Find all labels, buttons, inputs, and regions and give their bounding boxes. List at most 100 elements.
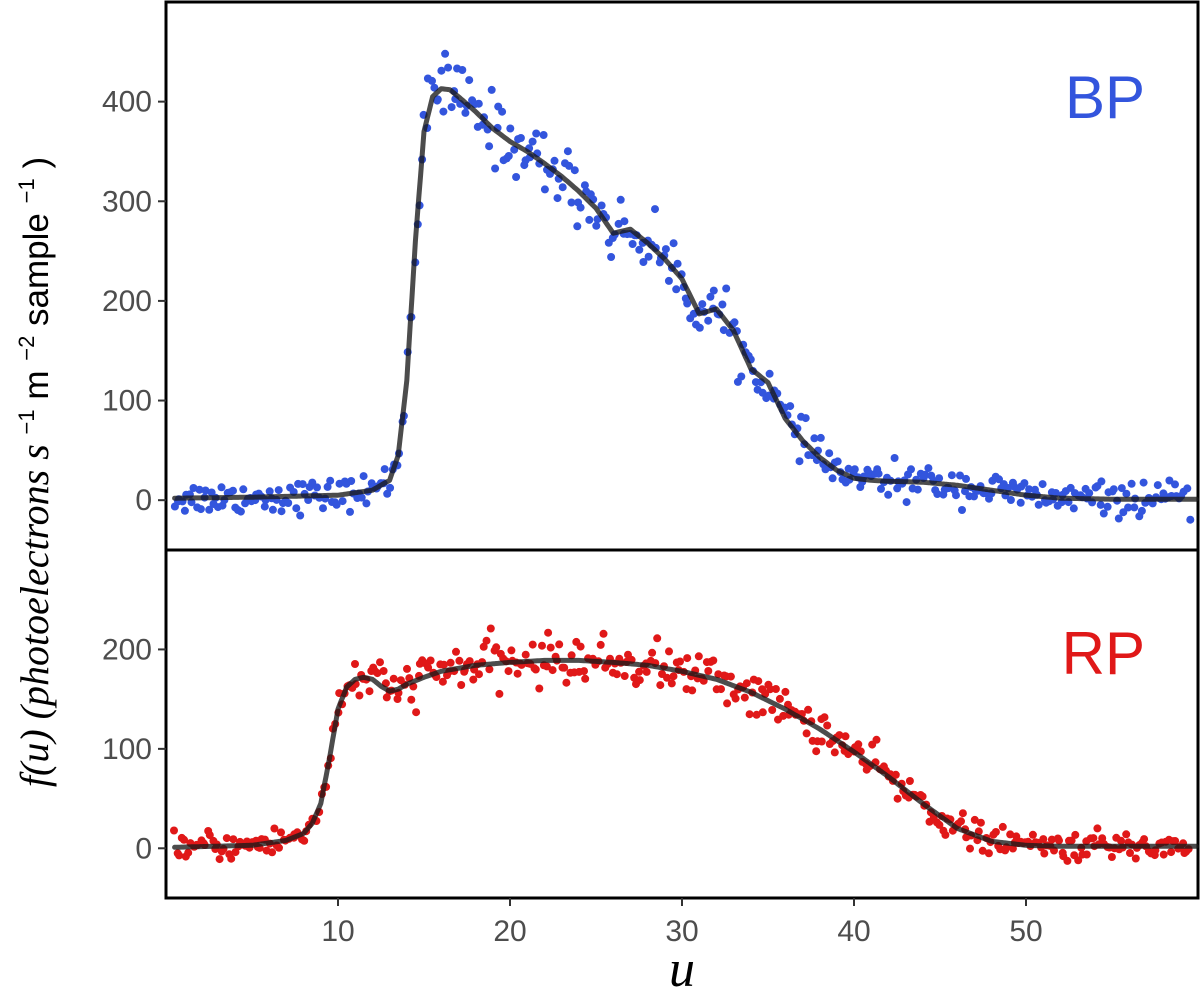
rp-y-tick-label: 0	[135, 832, 152, 865]
rp-data-point	[175, 851, 184, 860]
bp-data-point	[833, 457, 842, 466]
rp-data-point	[535, 684, 544, 693]
rp-data-point	[976, 818, 985, 827]
bp-data-point	[532, 129, 541, 138]
rp-data-point	[229, 835, 238, 844]
rp-data-point	[495, 689, 504, 698]
rp-data-point	[771, 685, 780, 693]
rp-data-point	[841, 732, 850, 741]
rp-data-point	[407, 695, 416, 704]
bp-data-point	[816, 433, 825, 442]
rp-data-point	[612, 670, 621, 679]
rp-data-point	[452, 647, 460, 656]
rp-data-point	[656, 681, 665, 690]
bp-panel: 0 100 200 300 400 BP	[102, 0, 1200, 552]
bp-data-point	[565, 161, 574, 170]
rp-data-point	[820, 713, 829, 722]
rp-data-point	[351, 660, 359, 668]
bp-data-point	[1124, 503, 1133, 512]
bp-data-point	[695, 323, 704, 332]
bp-y-tick-label: 200	[102, 285, 152, 318]
bp-data-point	[296, 511, 305, 520]
rp-data-point	[1167, 848, 1176, 857]
x-axis-ticks: 10 20 30 40 50	[321, 898, 1043, 948]
rp-data-point	[300, 836, 309, 845]
bp-data-point	[196, 505, 205, 514]
rp-data-point	[373, 669, 382, 678]
rp-data-point	[893, 794, 902, 803]
x-tick-label: 50	[1009, 915, 1042, 948]
bp-data-point	[730, 318, 739, 327]
rp-data-point	[742, 679, 751, 688]
bp-data-point	[474, 99, 483, 108]
rp-data-point	[567, 651, 576, 660]
bp-data-point	[1139, 478, 1148, 487]
bp-y-ticks: 0 100 200 300 400	[102, 86, 166, 517]
rp-data-point	[376, 658, 384, 667]
rp-data-point	[802, 729, 811, 738]
bp-data-point	[850, 465, 859, 474]
rp-data-point	[365, 687, 374, 696]
rp-data-point	[1159, 850, 1168, 859]
rp-data-point	[355, 691, 364, 700]
bp-data-point	[958, 506, 966, 514]
bp-data-point	[1103, 502, 1112, 511]
rp-data-point	[215, 855, 224, 864]
bp-data-point	[195, 485, 204, 494]
bp-data-point	[539, 131, 548, 139]
rp-data-point	[978, 846, 987, 855]
bp-fit-line	[172, 86, 1199, 502]
rp-y-tick-label: 200	[102, 633, 152, 666]
rp-data-point	[596, 640, 605, 649]
rp-data-point	[905, 777, 914, 785]
bp-data-point	[359, 472, 368, 481]
bp-data-point	[956, 471, 964, 480]
rp-data-point	[758, 708, 767, 717]
bp-data-point	[386, 483, 395, 492]
rp-data-point	[1089, 834, 1098, 843]
rp-data-point	[731, 694, 740, 703]
rp-data-point	[1117, 836, 1125, 845]
rp-data-point	[184, 848, 193, 857]
bp-data-point	[933, 490, 942, 498]
bp-data-point	[380, 465, 389, 474]
bp-data-points	[170, 49, 1195, 524]
bp-data-point	[362, 499, 371, 508]
bp-data-point	[189, 484, 198, 492]
bp-data-point	[1099, 509, 1108, 518]
bp-data-point	[487, 85, 496, 94]
bp-data-point	[801, 414, 810, 423]
rp-data-point	[667, 679, 676, 688]
y-axis-label-exp1: −1	[14, 409, 39, 434]
bp-data-point	[661, 245, 670, 254]
rp-data-point	[1067, 836, 1076, 845]
rp-data-point	[635, 667, 644, 676]
rp-data-point	[781, 687, 790, 696]
bp-data-point	[597, 201, 606, 210]
bp-data-point	[706, 292, 715, 301]
bp-data-point	[1006, 496, 1015, 504]
bp-data-point	[1109, 485, 1118, 494]
bp-data-point	[485, 142, 494, 151]
rp-data-point	[581, 674, 590, 683]
bp-data-point	[580, 181, 589, 190]
bp-data-point	[1085, 489, 1094, 498]
rp-data-point	[438, 677, 447, 686]
bp-data-point	[795, 457, 804, 466]
rp-data-point	[1063, 856, 1072, 865]
x-axis-label: u	[669, 941, 695, 993]
bp-data-point	[722, 284, 731, 293]
bp-data-point	[893, 484, 902, 493]
bp-data-point	[810, 434, 819, 443]
bp-data-point	[346, 507, 354, 516]
bp-data-point	[268, 505, 277, 514]
rp-data-point	[683, 654, 692, 663]
rp-panel-label: RP	[1062, 620, 1145, 687]
bp-data-point	[1114, 514, 1123, 523]
bp-data-point	[921, 470, 930, 479]
rp-data-point	[412, 708, 421, 717]
rp-data-point	[268, 848, 277, 857]
rp-data-point	[830, 748, 839, 757]
bp-data-point	[260, 502, 269, 511]
bp-data-point	[439, 107, 448, 116]
